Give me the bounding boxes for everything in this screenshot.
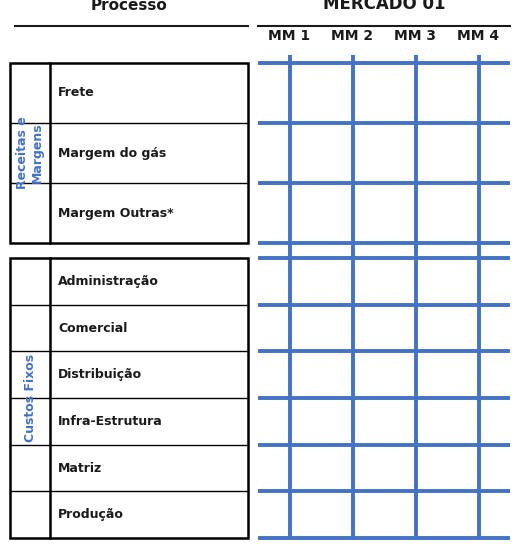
Text: MM 3: MM 3 xyxy=(394,29,436,43)
Text: Margem Outras*: Margem Outras* xyxy=(58,206,174,220)
Text: MM 2: MM 2 xyxy=(331,29,374,43)
Text: Comercial: Comercial xyxy=(58,321,127,335)
Text: MM 4: MM 4 xyxy=(458,29,499,43)
Text: Administração: Administração xyxy=(58,275,159,288)
Text: Margem do gás: Margem do gás xyxy=(58,147,166,159)
Text: Infra-Estrutura: Infra-Estrutura xyxy=(58,415,163,428)
Bar xyxy=(10,63,248,243)
Text: Matriz: Matriz xyxy=(58,462,102,474)
Text: Receitas e
Margens: Receitas e Margens xyxy=(16,117,44,189)
Text: Produção: Produção xyxy=(58,508,124,521)
Text: MM 1: MM 1 xyxy=(268,29,311,43)
Text: MERCADO 01: MERCADO 01 xyxy=(323,0,445,13)
Bar xyxy=(10,258,248,538)
Text: Processo: Processo xyxy=(90,0,168,13)
Text: Custos Fixos: Custos Fixos xyxy=(23,354,37,442)
Text: Frete: Frete xyxy=(58,86,95,100)
Text: Distribuição: Distribuição xyxy=(58,368,142,381)
